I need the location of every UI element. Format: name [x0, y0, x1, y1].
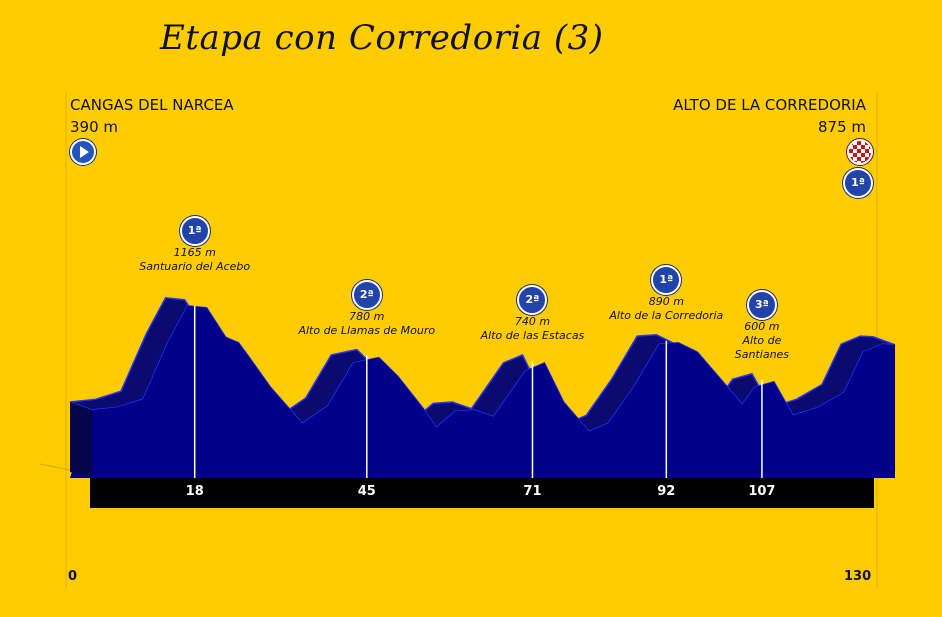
finish-location-name: ALTO DE LA CORREDORIA [673, 96, 866, 114]
stage-title: Etapa con Corredoria (3) [160, 18, 604, 58]
start-location-name: CANGAS DEL NARCEA [70, 96, 234, 114]
climb-km-label: 92 [657, 484, 675, 499]
km-bar [90, 478, 874, 508]
climb-name-label: Alto de Santianes [734, 333, 790, 361]
climb-altitude-label: 740 m [514, 314, 551, 328]
climb-category-badge-icon: 1ª [179, 215, 210, 246]
start-altitude: 390 m [70, 118, 119, 136]
x-axis-start-label: 0 [68, 569, 78, 584]
checkered-flag-icon [847, 139, 873, 165]
profile-left-face [70, 402, 92, 478]
climb-km-label: 71 [523, 484, 541, 499]
climb-altitude-label: 600 m [744, 319, 780, 333]
climb-category-badge-icon: 2ª [351, 279, 382, 310]
climb-name-label: Santuario del Acebo [139, 259, 251, 273]
climb-category-badge-icon: 3ª [746, 289, 777, 320]
profile-area [70, 305, 895, 478]
climb-altitude-label: 780 m [349, 309, 385, 323]
climb-km-label: 107 [748, 484, 775, 499]
climb-name-label: Alto de la Corredoria [609, 308, 724, 322]
climb-altitude-label: 1165 m [173, 245, 216, 259]
climb-name-label: Alto de Llamas de Mouro [298, 323, 436, 337]
finish-climb-badge-icon: 1ª [843, 168, 873, 198]
climb-km-label: 45 [358, 484, 376, 499]
climb-category-badge-icon: 2ª [517, 284, 548, 315]
play-icon [70, 139, 96, 165]
finish-altitude: 875 m [817, 118, 866, 136]
climb-altitude-label: 890 m [648, 294, 684, 308]
climb-category-badge-icon: 1ª [651, 264, 682, 295]
baseline-tick [39, 463, 71, 471]
x-axis-end-label: 130 [844, 569, 872, 584]
climb-name-label: Alto de las Estacas [480, 328, 585, 342]
climb-km-label: 18 [186, 484, 204, 499]
